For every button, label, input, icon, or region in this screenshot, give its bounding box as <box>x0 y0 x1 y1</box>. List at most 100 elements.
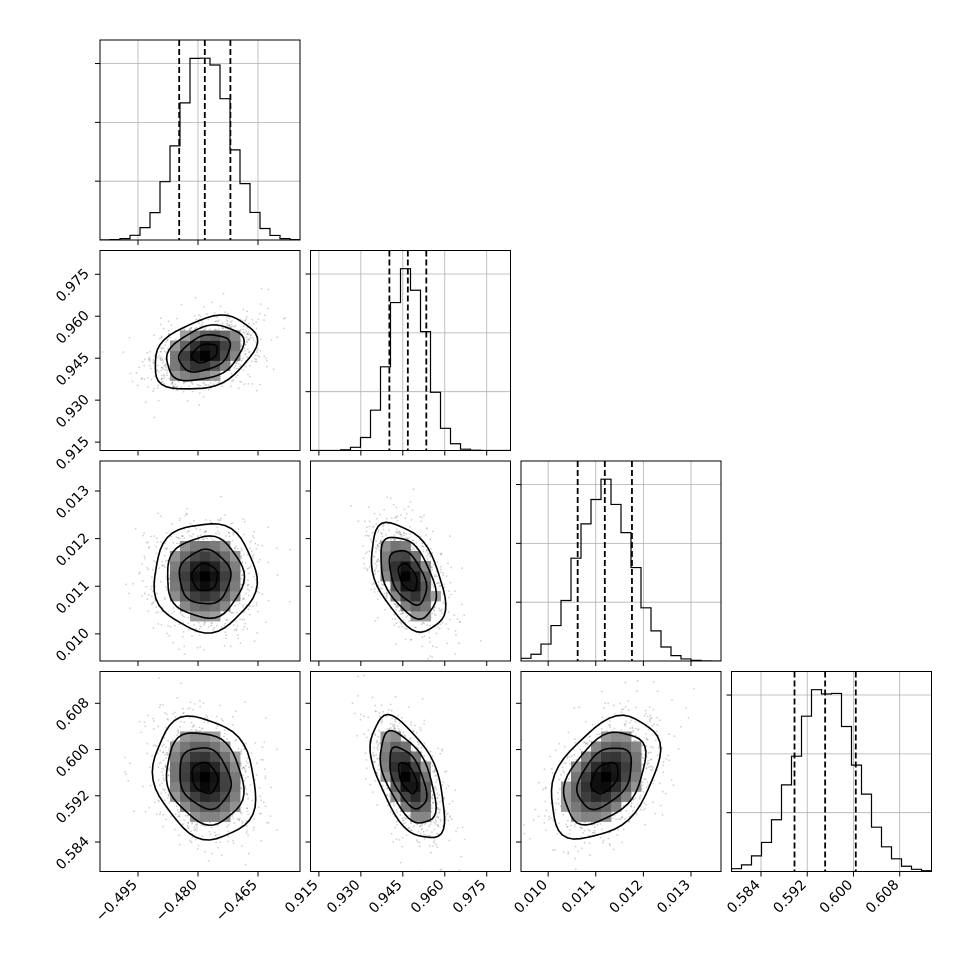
sample-point <box>444 818 447 821</box>
sample-point <box>187 814 190 817</box>
density-bin <box>210 591 221 602</box>
sample-point <box>198 322 200 325</box>
sample-point <box>260 812 262 815</box>
sample-point <box>165 726 167 729</box>
sample-point <box>428 637 431 639</box>
sample-point <box>441 612 443 615</box>
sample-point <box>412 488 415 491</box>
sample-point <box>246 333 249 336</box>
sample-point <box>386 591 388 594</box>
sample-point <box>440 609 442 612</box>
sample-point <box>144 358 146 361</box>
sample-point <box>270 786 272 789</box>
sample-point <box>162 347 165 349</box>
density-bin <box>190 571 201 582</box>
sample-point <box>176 385 179 388</box>
sample-point <box>201 728 204 730</box>
sample-point <box>198 314 201 316</box>
sample-point <box>375 523 378 525</box>
sample-point <box>433 828 436 831</box>
sample-point <box>226 738 229 741</box>
sample-point <box>370 588 373 591</box>
sample-point <box>257 587 260 589</box>
sample-point <box>151 754 153 757</box>
y-tick-label: 0.945 <box>53 350 93 390</box>
density-bin <box>190 340 201 351</box>
sample-point <box>143 555 146 558</box>
density-bin <box>390 581 401 592</box>
sample-point <box>260 287 263 290</box>
sample-point <box>190 327 193 329</box>
contour-level-3 <box>165 324 246 382</box>
sample-point <box>258 355 261 358</box>
sample-point <box>224 732 227 735</box>
sample-point <box>159 813 161 816</box>
sample-point <box>423 837 426 840</box>
sample-point <box>164 598 166 601</box>
sample-point <box>207 384 210 386</box>
sample-point <box>181 535 184 538</box>
sample-point <box>205 383 208 386</box>
sample-point <box>222 327 225 330</box>
sample-point <box>160 369 163 372</box>
sample-point <box>434 785 437 788</box>
sample-point <box>172 712 175 715</box>
sample-point <box>398 532 400 535</box>
sample-point <box>189 327 192 330</box>
sample-point <box>379 513 381 516</box>
sample-point <box>193 826 196 828</box>
sample-point <box>232 624 235 626</box>
sample-point <box>409 501 412 503</box>
contour-level-2 <box>177 333 232 373</box>
sample-point <box>228 535 231 538</box>
density-bin <box>380 541 391 552</box>
sample-point <box>122 351 125 354</box>
sample-point <box>166 559 169 562</box>
sample-point <box>244 520 246 523</box>
sample-point <box>204 384 207 387</box>
sample-point <box>167 347 169 350</box>
sample-point <box>146 351 149 354</box>
sample-point <box>410 638 413 641</box>
density-bin <box>190 761 201 772</box>
density-bin <box>390 551 401 562</box>
sample-point <box>376 616 379 619</box>
sample-point <box>247 775 250 778</box>
sample-point <box>410 638 412 641</box>
sample-point <box>426 557 429 560</box>
sample-point <box>178 834 181 837</box>
sample-point <box>244 769 247 772</box>
sample-point <box>146 566 149 569</box>
sample-point <box>193 519 195 522</box>
sample-point <box>240 547 243 550</box>
sample-point <box>184 515 187 517</box>
sample-point <box>175 805 178 807</box>
sample-point <box>372 751 374 754</box>
sample-point <box>149 364 151 367</box>
sample-point <box>209 833 212 836</box>
sample-point <box>249 547 251 550</box>
density-bin <box>180 551 191 562</box>
sample-point <box>221 322 224 325</box>
sample-point <box>163 564 165 567</box>
sample-point <box>166 753 169 756</box>
sample-point <box>395 605 398 608</box>
sample-point <box>159 323 162 326</box>
sample-point <box>236 625 239 627</box>
sample-point <box>221 385 224 387</box>
sample-point <box>167 774 170 776</box>
sample-point <box>162 813 165 816</box>
sample-point <box>123 770 126 773</box>
sample-point <box>393 624 396 626</box>
y-tick-label: 0.600 <box>53 741 93 781</box>
sample-point <box>248 351 251 353</box>
sample-point <box>160 378 163 381</box>
sample-point <box>420 520 422 523</box>
sample-point <box>429 556 432 558</box>
sample-point <box>423 622 425 624</box>
density-bin <box>400 541 411 552</box>
sample-point <box>433 613 436 615</box>
sample-point <box>399 533 402 536</box>
density-bin <box>180 751 191 762</box>
sample-point <box>228 324 231 326</box>
